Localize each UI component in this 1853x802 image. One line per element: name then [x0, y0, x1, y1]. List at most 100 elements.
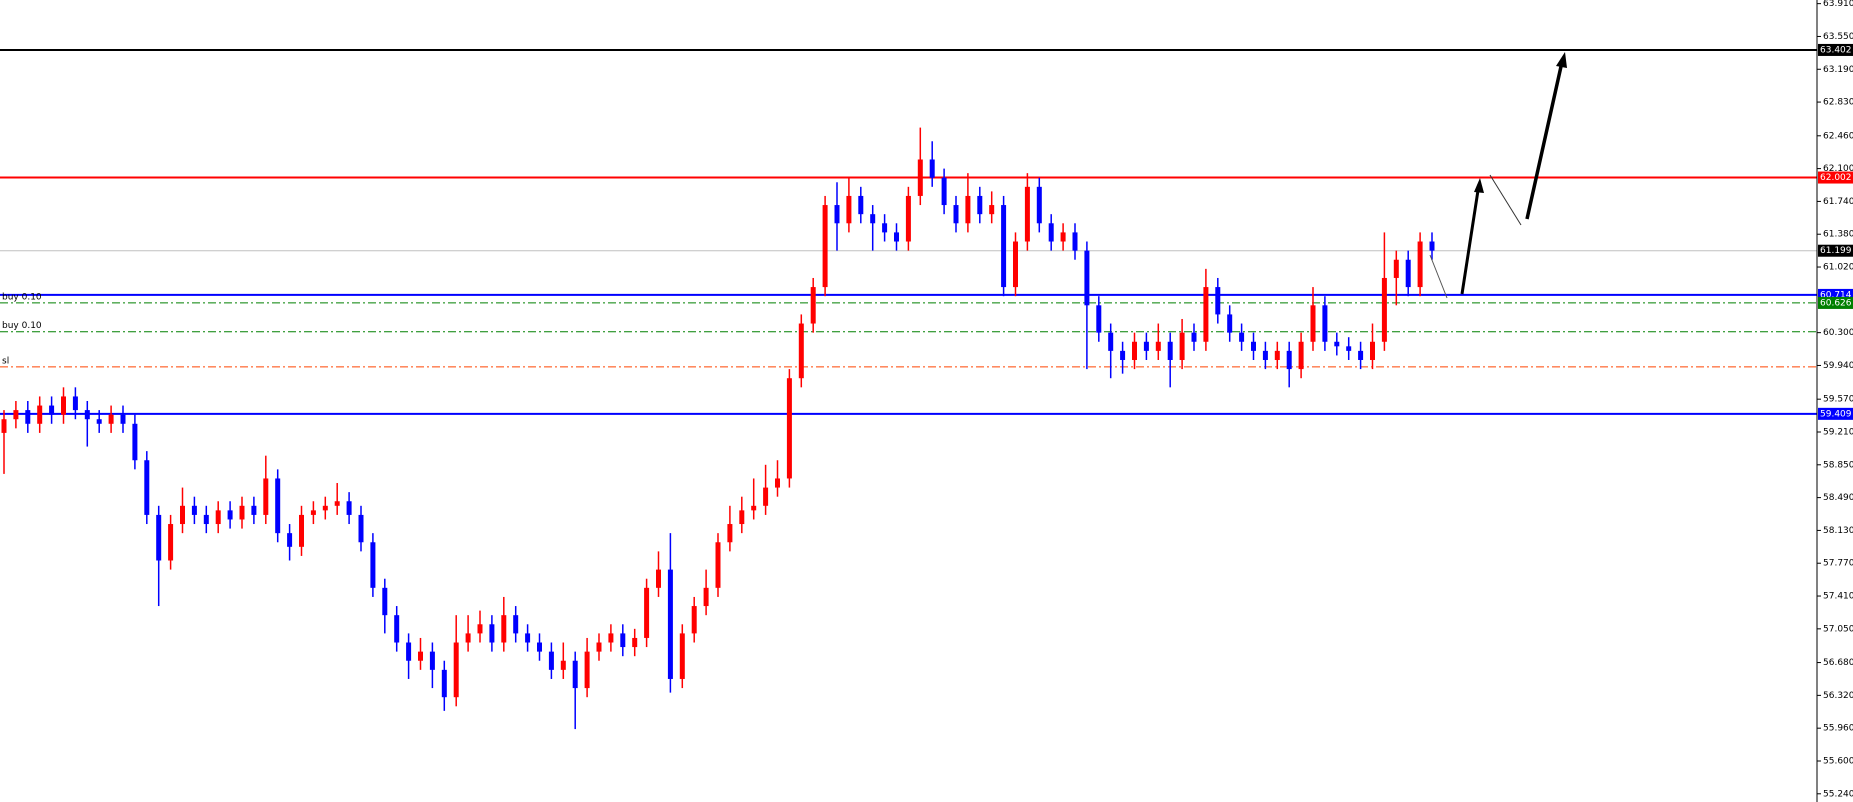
candle-body [227, 510, 233, 520]
candle-body [394, 615, 400, 643]
candle-body [513, 615, 519, 634]
price-tag-label: 63.402 [1820, 45, 1852, 55]
candle-body [1048, 223, 1054, 242]
price-tag [1818, 171, 1853, 184]
y-tick-label: 58.130 [1823, 526, 1853, 536]
candle-body [180, 505, 185, 525]
candle-body [667, 569, 673, 679]
forecast-line [1489, 174, 1522, 226]
candle-body [429, 651, 435, 670]
candle-body [239, 505, 245, 520]
candle-body [679, 633, 685, 679]
candle-body [1262, 350, 1268, 360]
candle-body [144, 460, 150, 515]
candle-body [251, 505, 257, 515]
candle-body [1322, 305, 1328, 342]
candle-body [1429, 241, 1435, 251]
candle-body [1346, 346, 1352, 351]
candle-body [1393, 259, 1399, 278]
y-tick-label: 62.460 [1823, 131, 1853, 141]
candle-body [1405, 259, 1411, 288]
candle-body [84, 410, 90, 420]
price-tag [1818, 407, 1853, 420]
candle-body [775, 478, 780, 488]
candle-body [739, 510, 745, 525]
candle-body [1108, 332, 1114, 351]
candle-body [1334, 341, 1340, 347]
y-tick-label: 56.680 [1823, 658, 1853, 668]
candle-body [691, 606, 697, 634]
candle-body [322, 505, 328, 511]
candle-body [1036, 186, 1042, 224]
candle-body [798, 323, 804, 379]
candle-body [1072, 232, 1078, 251]
y-tick-label: 56.320 [1823, 691, 1853, 701]
candle-body [310, 510, 316, 515]
price-tag [1818, 244, 1853, 257]
forecast-arrow [1460, 183, 1481, 295]
candle-body [1132, 341, 1137, 360]
candle-body [1417, 241, 1423, 288]
candle-body [370, 542, 376, 588]
candle-body [489, 624, 495, 643]
forecast-line [1429, 254, 1448, 299]
candle-body [989, 205, 995, 215]
y-tick-label: 59.940 [1823, 361, 1853, 371]
candle-body [751, 505, 757, 511]
candle-body [560, 660, 566, 670]
candle-body [1001, 205, 1007, 288]
candle-body [72, 396, 78, 411]
y-tick-label: 61.380 [1823, 230, 1853, 240]
candle-body [108, 414, 114, 424]
candle-body [834, 205, 840, 224]
price-tag-label: 60.714 [1820, 290, 1852, 300]
arrow-head [1474, 178, 1484, 193]
candle-body [1203, 287, 1209, 342]
candle-body [1286, 350, 1292, 370]
candle-body [786, 378, 792, 479]
candles [1, 127, 1435, 730]
candle-body [275, 478, 281, 534]
candle-body [1013, 241, 1018, 288]
candle-body [1215, 287, 1221, 315]
candle-body [1381, 277, 1387, 342]
y-tick-label: 62.100 [1823, 164, 1853, 174]
y-tick-label: 58.490 [1823, 493, 1853, 503]
candle-body [977, 195, 983, 215]
y-tick-label: 61.020 [1823, 263, 1853, 273]
y-tick-label: 63.550 [1823, 32, 1853, 42]
y-tick-label: 61.740 [1823, 197, 1853, 207]
level-label: buy 0.10 [2, 321, 42, 331]
candle-body [608, 633, 614, 643]
candle-body [477, 624, 483, 634]
price-tag-label: 62.002 [1820, 173, 1852, 183]
candle-body [941, 177, 947, 206]
candle-body [215, 510, 221, 525]
candle-body [1084, 250, 1090, 306]
candle-body [1096, 305, 1102, 333]
candle-body [132, 423, 138, 461]
candle-body [1167, 341, 1173, 360]
candle-body [346, 501, 352, 515]
price-tag-label: 60.626 [1820, 298, 1852, 308]
forecast-arrow [1525, 61, 1564, 220]
candle-body [1227, 314, 1233, 333]
candle-body [1060, 232, 1066, 242]
candle-body [1370, 341, 1375, 360]
y-tick-label: 58.850 [1823, 460, 1853, 470]
candle-body [894, 232, 899, 242]
candle-body [929, 159, 935, 178]
candle-body [965, 195, 971, 224]
y-tick-label: 55.960 [1823, 724, 1853, 734]
candle-body [1310, 305, 1316, 342]
y-tick-label: 57.050 [1823, 624, 1853, 634]
candle-body [905, 195, 911, 242]
candle-body [1251, 341, 1256, 351]
candle-body [49, 405, 55, 415]
candle-body [1143, 341, 1149, 351]
y-tick-label: 63.190 [1823, 65, 1853, 75]
candle-body [96, 419, 102, 424]
y-tick-label: 59.210 [1823, 427, 1853, 437]
y-tick-label: 55.600 [1823, 756, 1853, 766]
